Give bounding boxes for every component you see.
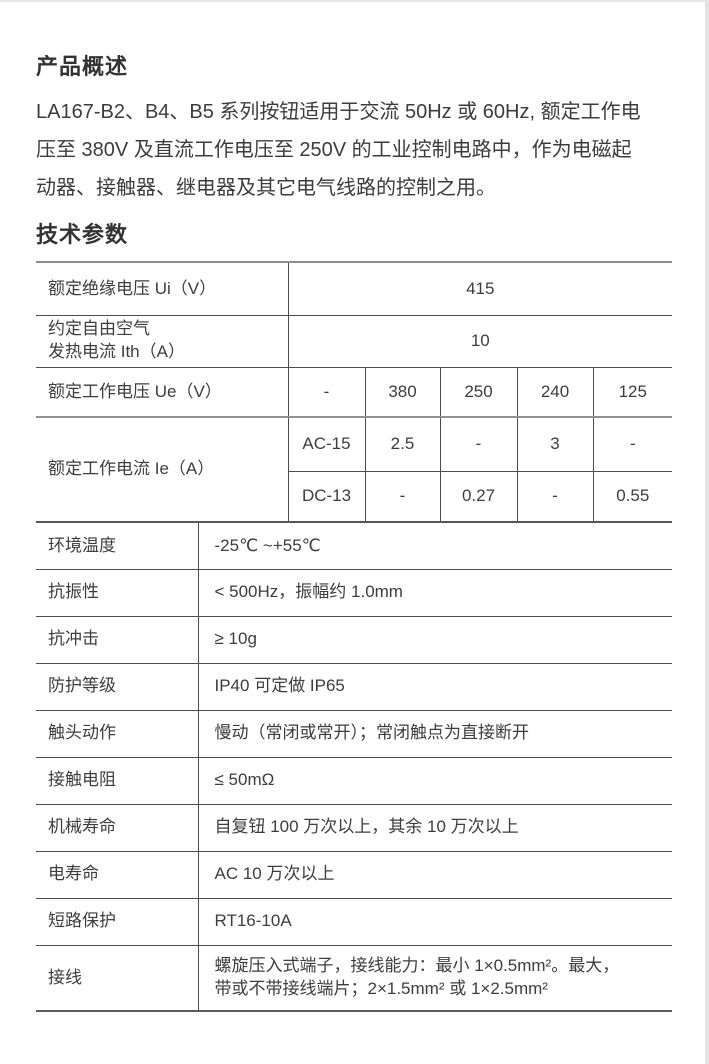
row-label-line: 发热电流 Ith（A）: [48, 342, 185, 361]
table-row: 防护等级 IP40 可定做 IP65: [36, 662, 672, 710]
row-label: 额定绝缘电压 Ui（V）: [36, 261, 288, 315]
parameters-table: 环境温度 -25℃ ~+55℃ 抗振性 < 500Hz，振幅约 1.0mm 抗冲…: [36, 521, 672, 1012]
table-row: 抗振性 < 500Hz，振幅约 1.0mm: [36, 568, 672, 616]
row-value: < 500Hz，振幅约 1.0mm: [197, 568, 672, 616]
row-value: RT16-10A: [197, 897, 672, 945]
table-row: 接线 螺旋压入式端子，接线能力：最小 1×0.5mm²。最大， 带或不带接线端片…: [36, 944, 672, 1012]
row-label: 抗振性: [36, 568, 198, 616]
table-row: 额定绝缘电压 Ui（V） 415: [36, 261, 673, 315]
row-value: 415: [287, 261, 673, 315]
cell-value: -: [287, 366, 365, 417]
row-value: 慢动（常闭或常开）；常闭触点为直接断开: [197, 709, 672, 757]
cell-value: 3: [516, 416, 593, 471]
overview-line: 动器、接触器、继电器及其它电气线路的控制之用。: [36, 177, 496, 199]
row-value: 螺旋压入式端子，接线能力：最小 1×0.5mm²。最大， 带或不带接线端片；2×…: [197, 944, 672, 1012]
row-label: 接线: [36, 944, 198, 1012]
row-value-line: 螺旋压入式端子，接线能力：最小 1×0.5mm²。最大，: [214, 955, 620, 975]
row-value-line: 带或不带接线端片；2×1.5mm² 或 1×2.5mm²: [214, 978, 548, 998]
row-label: 接触电阻: [36, 756, 198, 804]
overview-line: 压至 380V 及直流工作电压至 250V 的工业控制电路中，作为电磁起: [36, 139, 632, 161]
row-value: AC 10 万次以上: [197, 850, 672, 898]
overview-section-title: 产品概述: [36, 54, 129, 79]
overview-line: LA167-B2、B4、B5 系列按钮适用于交流 50Hz 或 60Hz, 额定…: [36, 101, 641, 123]
table-row: 触头动作 慢动（常闭或常开）；常闭触点为直接断开: [36, 709, 672, 757]
table-row: 环境温度 -25℃ ~+55℃: [36, 521, 672, 569]
row-label: 抗冲击: [36, 615, 198, 663]
table-row: 额定工作电压 Ue（V） - 380 250 240 125: [36, 366, 673, 417]
row-label: 机械寿命: [36, 803, 198, 851]
cell-value: 240: [516, 366, 593, 417]
row-value: IP40 可定做 IP65: [197, 662, 672, 710]
row-label: 额定工作电压 Ue（V）: [36, 366, 288, 417]
table-row: 额定工作电流 Ie（A） AC-15 2.5 - 3 -: [36, 416, 673, 521]
table-row: 电寿命 AC 10 万次以上: [36, 850, 672, 898]
table-row: DC-13 - 0.27 - 0.55: [36, 470, 673, 521]
row-label: 防护等级: [36, 662, 198, 710]
table-row: 机械寿命 自复钮 100 万次以上，其余 10 万次以上: [36, 803, 672, 851]
cell-value: 0.55: [592, 470, 673, 521]
table-row: 接触电阻 ≤ 50mΩ: [36, 756, 672, 804]
specs-tables: 额定绝缘电压 Ui（V） 415 约定自由空气 发热电流 Ith（A） 10 额…: [36, 261, 673, 1012]
subrow-category: AC-15: [287, 416, 365, 471]
row-value: ≥ 10g: [197, 615, 672, 663]
row-label: 短路保护: [36, 897, 198, 945]
cell-value: -: [439, 416, 517, 471]
table-row: 抗冲击 ≥ 10g: [36, 615, 672, 663]
cell-value: 2.5: [364, 416, 440, 471]
cell-value: 0.27: [439, 470, 517, 521]
row-label: 额定工作电流 Ie（A）: [36, 416, 288, 521]
cell-value: 250: [439, 366, 517, 417]
subrow-category: DC-13: [287, 470, 365, 521]
row-value: 自复钮 100 万次以上，其余 10 万次以上: [197, 803, 672, 851]
table-row: 短路保护 RT16-10A: [36, 897, 672, 945]
overview-paragraph: LA167-B2、B4、B5 系列按钮适用于交流 50Hz 或 60Hz, 额定…: [36, 93, 672, 207]
row-label: 触头动作: [36, 709, 198, 757]
row-value: ≤ 50mΩ: [197, 756, 672, 804]
row-label-line: 约定自由空气: [48, 319, 150, 339]
cell-value: 125: [592, 366, 673, 417]
table-row: 约定自由空气 发热电流 Ith（A） 10: [36, 314, 673, 367]
row-value: 10: [287, 314, 673, 367]
cell-value: -: [516, 470, 593, 521]
cell-value: 380: [364, 366, 440, 417]
ratings-table: 额定绝缘电压 Ui（V） 415 约定自由空气 发热电流 Ith（A） 10 额…: [36, 261, 673, 521]
row-label: 电寿命: [36, 850, 198, 898]
row-value: -25℃ ~+55℃: [197, 521, 672, 569]
row-label: 约定自由空气 发热电流 Ith（A）: [36, 314, 288, 367]
cell-value: -: [364, 470, 440, 521]
row-label: 环境温度: [36, 521, 198, 569]
cell-value: -: [592, 416, 673, 471]
specs-section-title: 技术参数: [36, 222, 129, 247]
page-content: 产品概述 LA167-B2、B4、B5 系列按钮适用于交流 50Hz 或 60H…: [36, 54, 673, 1012]
